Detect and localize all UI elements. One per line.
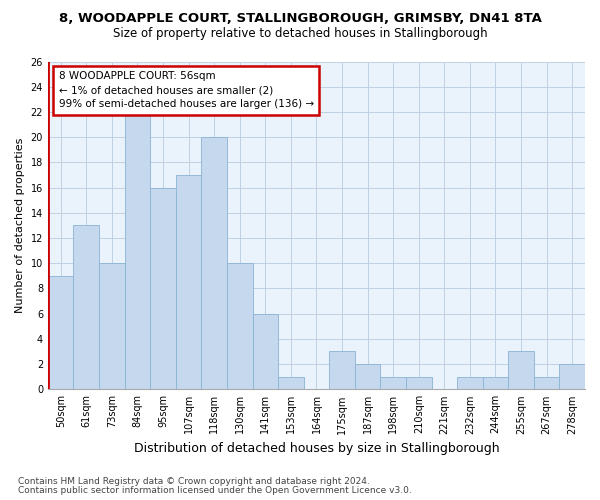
Bar: [278, 376, 304, 390]
Bar: [99, 263, 125, 390]
Bar: [457, 376, 482, 390]
Bar: [406, 376, 431, 390]
Text: Contains public sector information licensed under the Open Government Licence v3: Contains public sector information licen…: [18, 486, 412, 495]
Text: 8, WOODAPPLE COURT, STALLINGBOROUGH, GRIMSBY, DN41 8TA: 8, WOODAPPLE COURT, STALLINGBOROUGH, GRI…: [59, 12, 541, 26]
Text: Size of property relative to detached houses in Stallingborough: Size of property relative to detached ho…: [113, 28, 487, 40]
Bar: [482, 376, 508, 390]
Bar: [253, 314, 278, 390]
X-axis label: Distribution of detached houses by size in Stallingborough: Distribution of detached houses by size …: [134, 442, 499, 455]
Bar: [73, 226, 99, 390]
Bar: [125, 112, 150, 390]
Bar: [559, 364, 585, 390]
Y-axis label: Number of detached properties: Number of detached properties: [15, 138, 25, 313]
Bar: [150, 188, 176, 390]
Bar: [380, 376, 406, 390]
Bar: [534, 376, 559, 390]
Bar: [329, 352, 355, 390]
Bar: [176, 175, 202, 390]
Bar: [48, 276, 73, 390]
Bar: [508, 352, 534, 390]
Bar: [355, 364, 380, 390]
Bar: [202, 137, 227, 390]
Text: 8 WOODAPPLE COURT: 56sqm
← 1% of detached houses are smaller (2)
99% of semi-det: 8 WOODAPPLE COURT: 56sqm ← 1% of detache…: [59, 72, 314, 110]
Bar: [227, 263, 253, 390]
Text: Contains HM Land Registry data © Crown copyright and database right 2024.: Contains HM Land Registry data © Crown c…: [18, 477, 370, 486]
